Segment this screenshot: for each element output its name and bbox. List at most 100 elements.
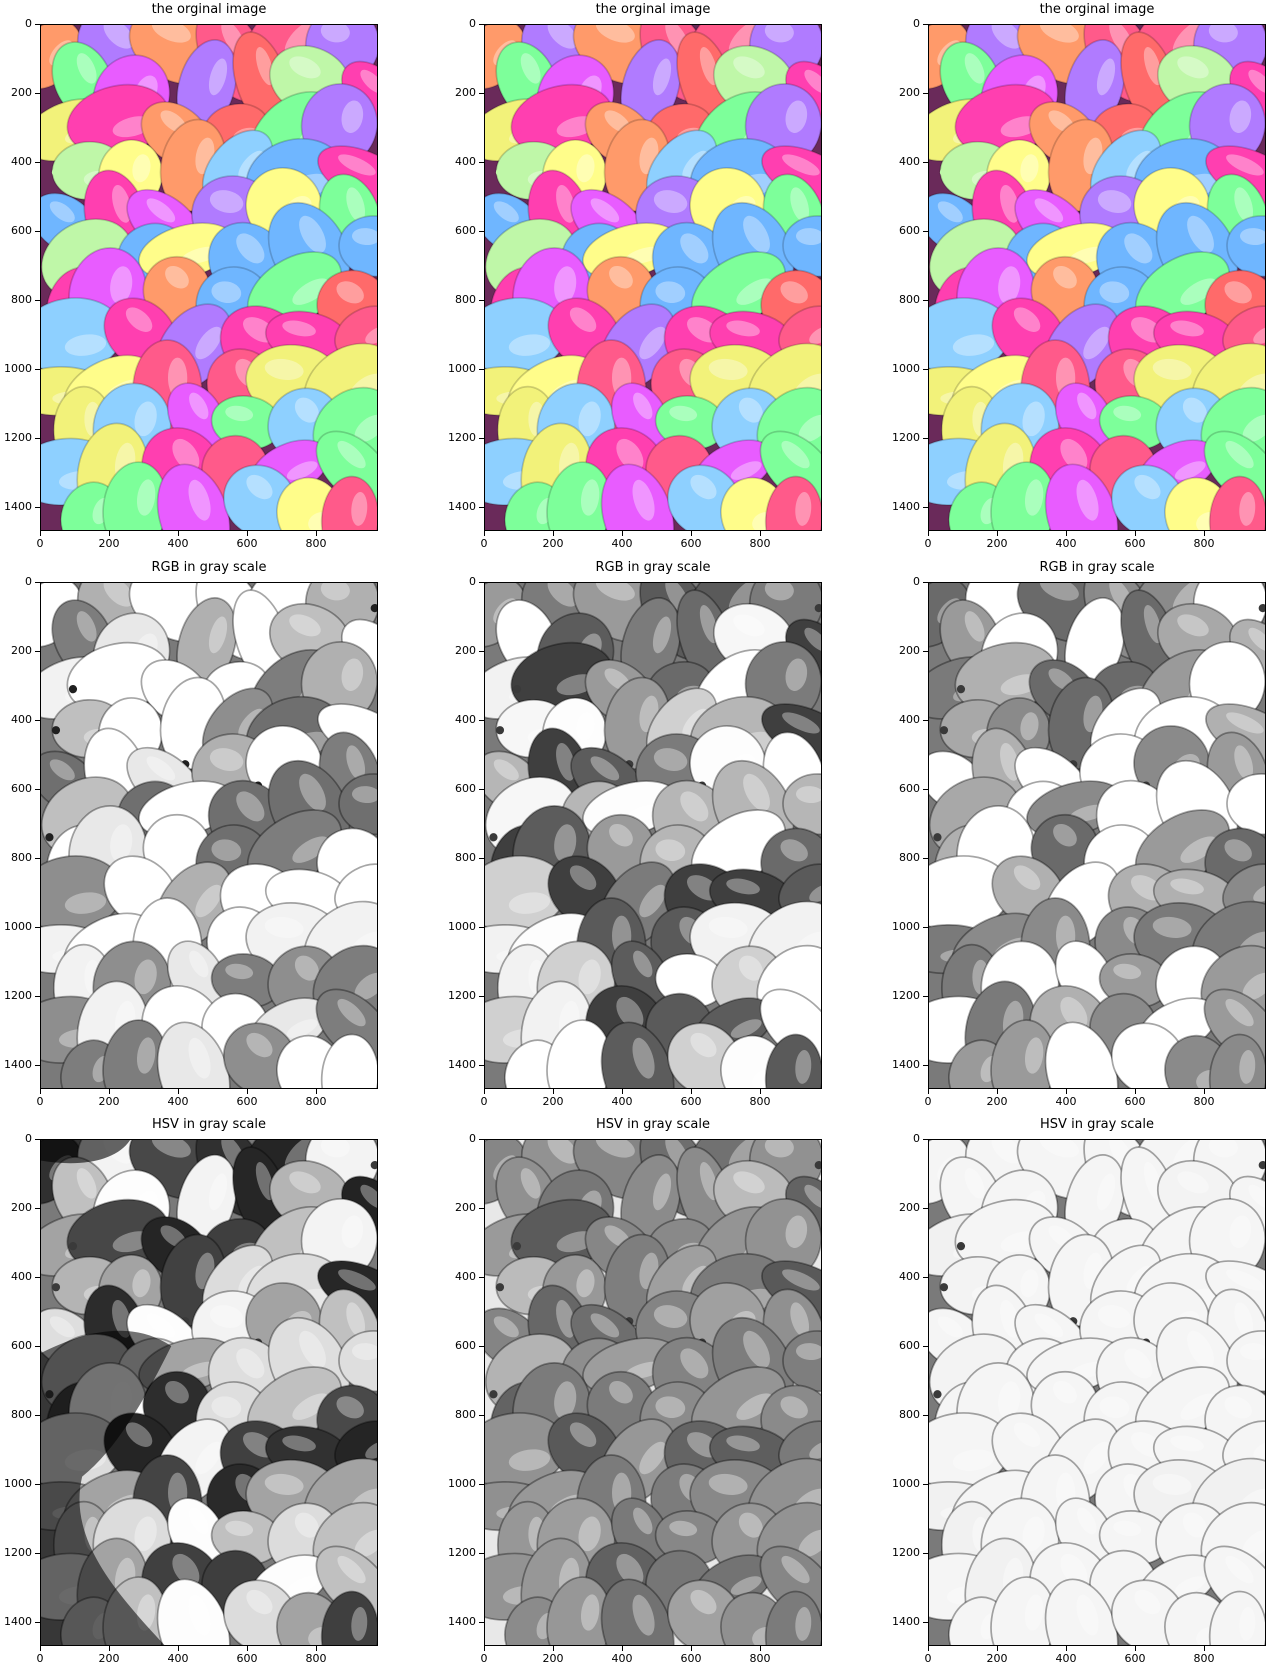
y-tick-mark: [35, 93, 40, 94]
y-tick-mark: [35, 651, 40, 652]
y-tick-label: 1400: [892, 500, 920, 513]
y-tick-label: 400: [899, 1270, 920, 1283]
x-tick-label: 200: [542, 1652, 564, 1665]
image-panel-hsv_gray-3: HSV in gray scale 0 200 400 600 800 1000 1200 14…: [892, 1117, 1266, 1665]
x-tick-label: 600: [236, 537, 258, 550]
image-axes: [928, 24, 1266, 531]
y-tick-label: 400: [11, 155, 32, 168]
y-tick-label: 1400: [4, 500, 32, 513]
y-tick-mark: [35, 369, 40, 370]
y-tick-label: 600: [899, 782, 920, 795]
x-tick-mark: [928, 1646, 929, 1651]
x-tick-mark: [316, 1089, 317, 1094]
y-tick-label: 400: [455, 1270, 476, 1283]
y-tick-mark: [35, 1622, 40, 1623]
image-axes: [484, 24, 822, 531]
y-tick-mark: [923, 651, 928, 652]
y-tick-label: 400: [11, 1270, 32, 1283]
x-tick-mark: [109, 531, 110, 536]
x-tick-mark: [1066, 1089, 1067, 1094]
y-tick-mark: [923, 1277, 928, 1278]
y-tick-mark: [479, 1346, 484, 1347]
x-tick-label: 400: [167, 1095, 189, 1108]
y-tick-mark: [35, 300, 40, 301]
y-tick-mark: [35, 720, 40, 721]
y-tick-label: 200: [455, 1201, 476, 1214]
balloon-photo: [929, 1140, 1265, 1645]
image-axes: [40, 1139, 378, 1646]
x-tick-label: 200: [98, 537, 120, 550]
panel-title: the orginal image: [151, 2, 267, 17]
y-tick-mark: [923, 93, 928, 94]
y-tick-mark: [35, 1208, 40, 1209]
x-tick-label: 800: [305, 1652, 327, 1665]
y-tick-label: 800: [11, 1408, 32, 1421]
y-tick-mark: [923, 1346, 928, 1347]
y-tick-mark: [479, 720, 484, 721]
y-tick-label: 600: [455, 224, 476, 237]
x-tick-label: 0: [480, 1095, 488, 1108]
y-tick-label: 1000: [4, 362, 32, 375]
x-tick-mark: [247, 1646, 248, 1651]
x-tick-mark: [1066, 531, 1067, 536]
x-tick-label: 0: [924, 1095, 932, 1108]
x-tick-label: 200: [98, 1095, 120, 1108]
y-tick-label: 0: [25, 17, 32, 30]
panel-title: RGB in gray scale: [151, 560, 267, 575]
y-tick-label: 800: [899, 293, 920, 306]
panel-title: HSV in gray scale: [152, 1117, 266, 1132]
y-tick-label: 400: [899, 713, 920, 726]
y-tick-label: 600: [11, 224, 32, 237]
y-tick-mark: [35, 582, 40, 583]
y-tick-mark: [479, 93, 484, 94]
y-tick-mark: [923, 1553, 928, 1554]
y-tick-mark: [479, 231, 484, 232]
y-tick-mark: [923, 1622, 928, 1623]
y-tick-mark: [479, 996, 484, 997]
y-tick-mark: [35, 927, 40, 928]
y-tick-label: 200: [455, 644, 476, 657]
x-tick-mark: [997, 1646, 998, 1651]
y-tick-mark: [35, 996, 40, 997]
y-tick-mark: [923, 1208, 928, 1209]
y-tick-mark: [479, 789, 484, 790]
x-tick-label: 800: [1193, 1652, 1215, 1665]
y-tick-mark: [923, 1139, 928, 1140]
y-tick-label: 200: [11, 1201, 32, 1214]
x-tick-label: 600: [1124, 1095, 1146, 1108]
x-tick-label: 800: [305, 537, 327, 550]
x-tick-label: 200: [542, 537, 564, 550]
y-tick-mark: [35, 1484, 40, 1485]
y-tick-mark: [35, 1277, 40, 1278]
balloon-photo: [929, 25, 1265, 530]
x-tick-mark: [109, 1646, 110, 1651]
y-tick-mark: [923, 369, 928, 370]
x-tick-label: 0: [480, 537, 488, 550]
y-tick-mark: [479, 24, 484, 25]
y-tick-mark: [479, 369, 484, 370]
x-tick-mark: [553, 531, 554, 536]
y-tick-label: 800: [455, 1408, 476, 1421]
x-tick-mark: [109, 1089, 110, 1094]
x-tick-mark: [622, 531, 623, 536]
balloon-photo: [485, 1140, 821, 1645]
balloon-photo: [485, 583, 821, 1088]
y-tick-mark: [923, 162, 928, 163]
y-tick-label: 800: [899, 1408, 920, 1421]
y-tick-label: 200: [11, 644, 32, 657]
x-tick-label: 400: [1055, 537, 1077, 550]
y-tick-label: 400: [899, 155, 920, 168]
x-tick-label: 0: [36, 1652, 44, 1665]
y-tick-label: 600: [11, 782, 32, 795]
y-tick-mark: [479, 1415, 484, 1416]
x-tick-mark: [484, 1646, 485, 1651]
y-tick-label: 0: [25, 575, 32, 588]
y-tick-label: 1400: [4, 1615, 32, 1628]
y-tick-label: 0: [913, 17, 920, 30]
y-tick-mark: [923, 231, 928, 232]
y-tick-mark: [479, 1484, 484, 1485]
balloon-photo: [485, 25, 821, 530]
y-tick-label: 1200: [892, 431, 920, 444]
x-tick-mark: [622, 1646, 623, 1651]
y-tick-label: 1400: [448, 1615, 476, 1628]
